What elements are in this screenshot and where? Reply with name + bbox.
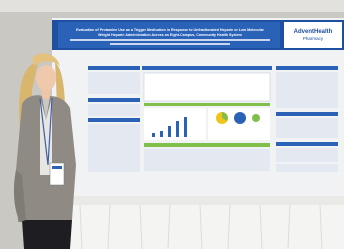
badge-stripe bbox=[52, 166, 62, 169]
figure-bar bbox=[168, 126, 171, 137]
section-head bbox=[276, 142, 338, 146]
section-head bbox=[88, 66, 140, 70]
section-head bbox=[276, 112, 338, 116]
scene: Evaluation of Protamine Use as a Trigger… bbox=[0, 0, 344, 249]
section-head bbox=[88, 98, 140, 102]
body: Evaluation of Protamine Use as a Trigger… bbox=[0, 0, 344, 249]
figure-bar bbox=[160, 131, 163, 137]
poster-title: Weight Heparin Administration Across an … bbox=[98, 33, 242, 37]
face bbox=[36, 65, 56, 91]
page: {"poster": {"title_line1": "Evaluation o… bbox=[0, 0, 344, 249]
section-head bbox=[142, 66, 272, 70]
section-body bbox=[276, 72, 338, 108]
section-head bbox=[144, 143, 270, 147]
brand: AdventHealth bbox=[294, 29, 333, 35]
wall-top bbox=[0, 0, 344, 12]
table-top bbox=[70, 196, 344, 205]
section-body bbox=[88, 72, 140, 94]
poster-title: Evaluation of Protamine Use as a Trigger… bbox=[76, 28, 264, 32]
section-body bbox=[144, 149, 270, 171]
section-body bbox=[276, 148, 338, 162]
neck bbox=[42, 89, 50, 99]
section-body bbox=[88, 124, 140, 172]
affiliations bbox=[110, 43, 230, 45]
section-body bbox=[88, 104, 140, 116]
chart-caption bbox=[144, 103, 270, 106]
pants bbox=[22, 220, 72, 249]
section-head bbox=[88, 118, 140, 122]
logo-box bbox=[284, 22, 342, 48]
results-table bbox=[144, 73, 270, 101]
figure-bar bbox=[176, 121, 179, 137]
figure-bar bbox=[152, 133, 155, 137]
figure-pie bbox=[234, 112, 246, 124]
section-head bbox=[276, 66, 338, 70]
figure-bar bbox=[184, 117, 187, 137]
section-body bbox=[276, 118, 338, 138]
authors bbox=[70, 39, 270, 41]
brand-sub: Pharmacy bbox=[303, 36, 324, 41]
section-body bbox=[276, 164, 338, 172]
figure-pie bbox=[252, 114, 260, 122]
